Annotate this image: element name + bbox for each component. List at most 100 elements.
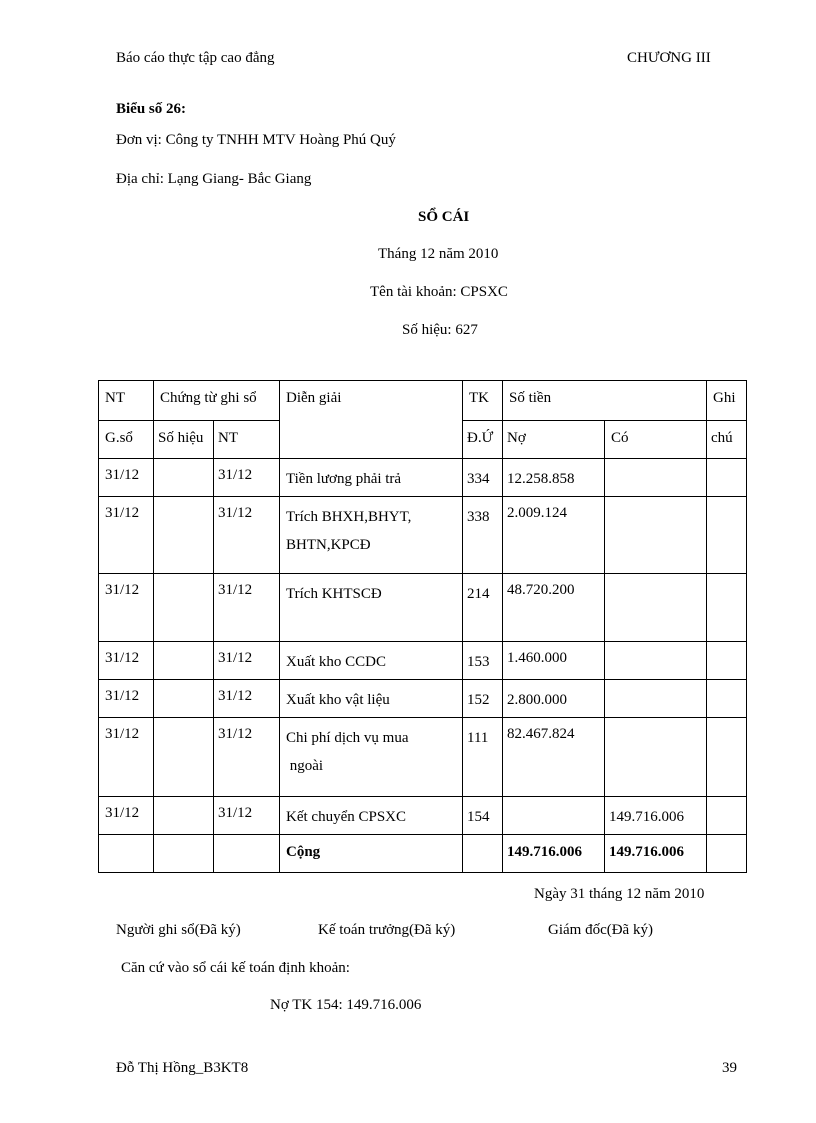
total-label: Cộng — [279, 834, 463, 873]
header-tk: TK — [462, 380, 503, 421]
header-nt2: NT — [213, 420, 280, 459]
unit: Đơn vị: Công ty TNHH MTV Hoàng Phú Quý — [116, 132, 396, 148]
cell-dien-giai: Kết chuyển CPSXC — [279, 796, 463, 835]
cell-co — [604, 458, 707, 497]
cell-tk: 152 — [462, 679, 503, 718]
signer-chief-accountant: Kế toán trưởng(Đã ký) — [318, 922, 456, 938]
cell-nt2: 31/12 — [213, 679, 280, 718]
cell-no: 82.467.824 — [502, 717, 605, 797]
cell-dien-giai: Tiền lương phải trả — [279, 458, 463, 497]
cell-co: 149.716.006 — [604, 796, 707, 835]
page-number: 39 — [722, 1060, 737, 1076]
total-row: Cộng 149.716.006 149.716.006 — [98, 834, 747, 873]
cell-nt2: 31/12 — [213, 796, 280, 835]
footer-left: Đỗ Thị Hồng_B3KT8 — [116, 1060, 249, 1076]
description-line: ngoài — [286, 758, 324, 774]
cell-nt: 31/12 — [98, 796, 154, 835]
description-line: Kết chuyển CPSXC — [286, 809, 406, 825]
cell-dien-giai: Trích BHXH,BHYT, BHTN,KPCĐ — [279, 496, 463, 574]
cell-ghi-chu — [706, 458, 747, 497]
cell-nt2: 31/12 — [213, 458, 280, 497]
total-no: 149.716.006 — [502, 834, 605, 873]
cell-ghi-chu — [706, 641, 747, 680]
cell-no: 1.460.000 — [502, 641, 605, 680]
table-row: 31/12 31/12 Trích BHXH,BHYT, BHTN,KPCĐ 338 2.… — [98, 496, 747, 574]
signer-director: Giám đốc(Đã ký) — [548, 922, 653, 938]
cell-co — [604, 573, 707, 642]
header-du: Đ.Ứ — [462, 420, 503, 459]
table-row: 31/12 31/12 Chi phí dịch vụ mua ngoài 111 82… — [98, 717, 747, 797]
table-row: 31/12 31/12 Tiền lương phải trả 334 12.258.8… — [98, 458, 747, 497]
note: Căn cứ vào sổ cái kế toán định khoản: — [121, 960, 350, 976]
month: Tháng 12 năm 2010 — [378, 246, 499, 262]
cell-no — [502, 796, 605, 835]
header-ctgs: Chứng từ ghi sổ — [153, 380, 280, 421]
cell-tk: 338 — [462, 496, 503, 574]
cell-dien-giai: Trích KHTSCĐ — [279, 573, 463, 642]
cell-ghi-chu — [706, 717, 747, 797]
table-row: 31/12 31/12 Xuất kho CCDC 153 1.460.000 — [98, 641, 747, 680]
cell-so-hieu — [153, 679, 214, 718]
header-dien-giai: Diễn giải — [279, 380, 463, 459]
description-line: Trích BHXH,BHYT, — [286, 509, 412, 525]
cell-co — [604, 496, 707, 574]
address: Địa chỉ: Lạng Giang- Bắc Giang — [116, 171, 312, 187]
cell-ghi-chu — [706, 496, 747, 574]
header-co: Có — [604, 420, 707, 459]
cell-no: 12.258.858 — [502, 458, 605, 497]
title: SỔ CÁI — [418, 209, 470, 225]
cell-nt: 31/12 — [98, 496, 154, 574]
description-line: Chi phí dịch vụ mua — [286, 730, 409, 746]
header-chu: chú — [706, 420, 747, 459]
cell-nt2: 31/12 — [213, 641, 280, 680]
cell-nt: 31/12 — [98, 641, 154, 680]
cell-so-hieu — [153, 458, 214, 497]
header-right: CHƯƠNG III — [627, 50, 711, 66]
description-line: Xuất kho CCDC — [286, 654, 387, 670]
description-line: Tiền lương phải trả — [286, 471, 402, 487]
cell-so-hieu — [153, 496, 214, 574]
cell-tk: 153 — [462, 641, 503, 680]
table-row: 31/12 31/12 Kết chuyển CPSXC 154 149.716.006 — [98, 796, 747, 835]
cell-co — [604, 679, 707, 718]
cell-nt: 31/12 — [98, 679, 154, 718]
cell-so-hieu — [153, 796, 214, 835]
cell-no: 2.009.124 — [502, 496, 605, 574]
cell-no: 2.800.000 — [502, 679, 605, 718]
cell-tk: 334 — [462, 458, 503, 497]
ledger-table: NT Chứng từ ghi sổ Diễn giải TK Số tiền … — [98, 380, 747, 873]
cell-ghi-chu — [706, 573, 747, 642]
cell-so-hieu — [153, 573, 214, 642]
journal-entry: Nợ TK 154: 149.716.006 — [270, 997, 422, 1013]
cell-dien-giai: Xuất kho vật liệu — [279, 679, 463, 718]
cell-tk: 154 — [462, 796, 503, 835]
cell-co — [604, 717, 707, 797]
account-name: Tên tài khoản: CPSXC — [370, 284, 508, 300]
signer-recorder: Người ghi sổ(Đã ký) — [116, 922, 241, 938]
description-line: Xuất kho vật liệu — [286, 692, 390, 708]
date: Ngày 31 tháng 12 năm 2010 — [534, 886, 705, 902]
header-ghi: Ghi — [706, 380, 747, 421]
cell-nt: 31/12 — [98, 717, 154, 797]
cell-nt2: 31/12 — [213, 496, 280, 574]
cell-tk: 111 — [462, 717, 503, 797]
header-so-tien: Số tiền — [502, 380, 707, 421]
cell-dien-giai: Xuất kho CCDC — [279, 641, 463, 680]
description-line: Trích KHTSCĐ — [286, 586, 382, 602]
form-number: Biểu số 26: — [116, 101, 187, 117]
header-so-hieu: Số hiệu — [153, 420, 214, 459]
cell-tk: 214 — [462, 573, 503, 642]
cell-nt: 31/12 — [98, 573, 154, 642]
cell-so-hieu — [153, 717, 214, 797]
table-row: 31/12 31/12 Trích KHTSCĐ 214 48.720.200 — [98, 573, 747, 642]
cell-nt2: 31/12 — [213, 717, 280, 797]
table-row: 31/12 31/12 Xuất kho vật liệu 152 2.800.000 — [98, 679, 747, 718]
header-gso: G.sổ — [98, 420, 154, 459]
cell-dien-giai: Chi phí dịch vụ mua ngoài — [279, 717, 463, 797]
cell-nt: 31/12 — [98, 458, 154, 497]
cell-co — [604, 641, 707, 680]
cell-no: 48.720.200 — [502, 573, 605, 642]
account-number: Số hiệu: 627 — [402, 322, 478, 338]
total-co: 149.716.006 — [604, 834, 707, 873]
